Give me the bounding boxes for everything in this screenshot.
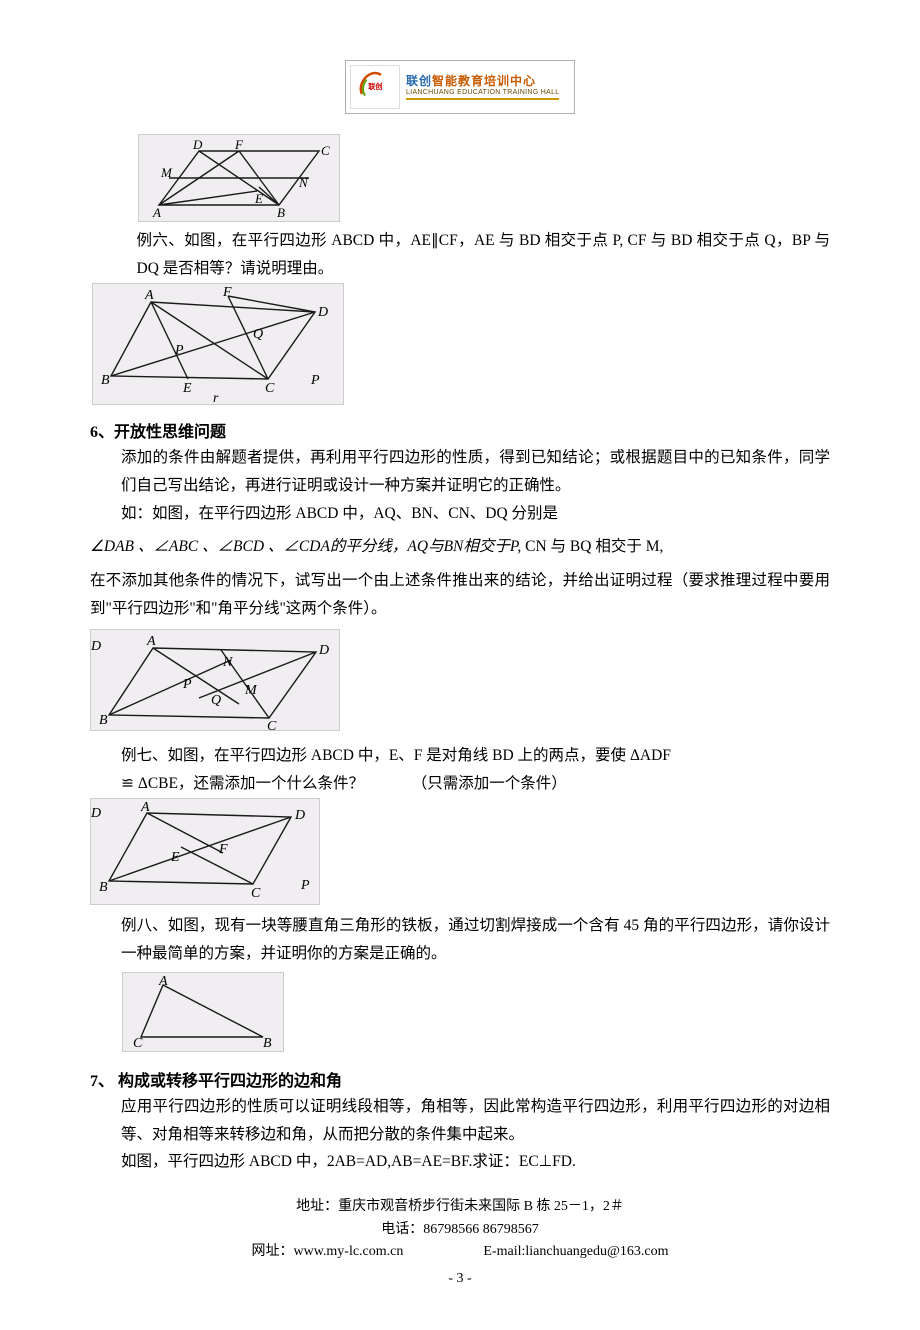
- document-page: 联创 联创智能教育培训中心 LIANCHUANG EDUCATION TRAIN…: [0, 0, 920, 1330]
- svg-text:P: P: [300, 878, 310, 893]
- svg-text:A: A: [146, 634, 156, 649]
- figure3-wrap: A B C D D P Q M N: [90, 629, 830, 736]
- svg-text:C: C: [251, 886, 261, 901]
- footer-tel: 电话：86798566 86798567: [90, 1219, 830, 1241]
- section7-line1: 应用平行四边形的性质可以证明线段相等，角相等，因此常构造平行四边形，利用平行四边…: [90, 1093, 830, 1149]
- svg-text:A: A: [152, 205, 161, 220]
- svg-text:B: B: [277, 205, 285, 220]
- svg-text:P: P: [174, 343, 184, 358]
- svg-text:C: C: [133, 1036, 143, 1051]
- svg-text:E: E: [254, 191, 263, 206]
- svg-text:P: P: [310, 373, 320, 388]
- svg-text:A: A: [144, 288, 154, 303]
- figure5: A B C: [122, 972, 284, 1052]
- logo-en: LIANCHUANG EDUCATION TRAINING HALL: [406, 89, 559, 100]
- svg-text:B: B: [263, 1036, 272, 1051]
- ex8-text: 例八、如图，现有一块等腰直角三角形的铁板，通过切割焊接成一个含有 45 角的平行…: [90, 912, 830, 968]
- ex7-text: 例七、如图，在平行四边形 ABCD 中，E、F 是对角线 BD 上的两点，要使 …: [90, 742, 830, 798]
- svg-text:D: D: [317, 305, 328, 320]
- svg-text:C: C: [321, 143, 330, 158]
- figure5-wrap: A B C: [90, 972, 830, 1057]
- ex7-math2: ≌ ΔCBE: [121, 775, 178, 792]
- section6-line1: 添加的条件由解题者提供，再利用平行四边形的性质，得到已知结论；或根据题目中的已知…: [90, 444, 830, 500]
- svg-text:A: A: [140, 800, 150, 815]
- svg-text:F: F: [222, 285, 232, 300]
- svg-text:N: N: [222, 655, 233, 670]
- svg-text:C: C: [267, 719, 277, 730]
- svg-text:D: D: [91, 639, 101, 654]
- svg-text:E: E: [182, 381, 192, 396]
- svg-text:P: P: [182, 677, 192, 692]
- footer: 地址：重庆市观音桥步行街未来国际 B 栋 25－1，2＃ 电话：86798566…: [90, 1196, 830, 1290]
- figure2: A B C D E F P Q r P: [92, 283, 344, 405]
- figure2-wrap: A B C D E F P Q r P: [92, 283, 830, 410]
- ex7-line1b: ，还需添加一个什么条件？: [178, 775, 364, 792]
- svg-text:M: M: [244, 683, 258, 698]
- header-logo: 联创 联创智能教育培训中心 LIANCHUANG EDUCATION TRAIN…: [345, 60, 575, 114]
- svg-text:D: D: [294, 808, 305, 823]
- svg-text:F: F: [234, 137, 244, 152]
- svg-text:A: A: [158, 974, 168, 989]
- logo-rest-zh: 智能教育培训中心: [432, 74, 536, 88]
- footer-web: 网址：www.my-lc.com.cn: [251, 1241, 403, 1263]
- figure3: A B C D D P Q M N: [90, 629, 340, 731]
- svg-text:B: B: [99, 713, 108, 728]
- svg-text:B: B: [101, 373, 110, 388]
- logo-brand-zh: 联创: [406, 74, 432, 88]
- ex7-math1: ΔADF: [630, 747, 671, 764]
- svg-text:C: C: [265, 381, 275, 396]
- ex7-line1a: 例七、如图，在平行四边形 ABCD 中，E、F 是对角线 BD 上的两点，要使: [121, 747, 630, 764]
- svg-text:联创: 联创: [368, 82, 382, 91]
- ex6-text: 例六、如图，在平行四边形 ABCD 中，AE∥CF，AE 与 BD 相交于点 P…: [90, 227, 830, 283]
- section6-line3: 在不添加其他条件的情况下，试写出一个由上述条件推出来的结论，并给出证明过程（要求…: [90, 567, 830, 623]
- section6-heading: 6、开放性思维问题: [90, 418, 830, 442]
- svg-text:M: M: [160, 165, 173, 180]
- section7-heading: 7、 构成或转移平行四边形的边和角: [90, 1067, 830, 1091]
- section6-math-tail: CN 与 BQ 相交于 M,: [525, 538, 663, 555]
- svg-text:D: D: [192, 137, 203, 152]
- section6-math-expr: ∠DAB 、∠ABC 、∠BCD 、∠CDA的平分线，AQ与BN相交于P,: [90, 538, 521, 555]
- page-number: - 3 -: [90, 1268, 830, 1290]
- figure4: A B C D D E F P: [90, 798, 320, 905]
- section6-math: ∠DAB 、∠ABC 、∠BCD 、∠CDA的平分线，AQ与BN相交于P, CN…: [90, 533, 830, 561]
- footer-address: 地址：重庆市观音桥步行街未来国际 B 栋 25－1，2＃: [90, 1196, 830, 1218]
- svg-text:D: D: [318, 643, 329, 658]
- svg-text:D: D: [91, 806, 101, 821]
- logo-mark: 联创: [350, 65, 400, 109]
- svg-text:B: B: [99, 880, 108, 895]
- logo-text: 联创智能教育培训中心 LIANCHUANG EDUCATION TRAINING…: [406, 74, 559, 100]
- footer-email: E-mail:lianchuangedu@163.com: [483, 1241, 668, 1263]
- svg-text:Q: Q: [211, 693, 221, 708]
- svg-text:r: r: [213, 391, 219, 404]
- figure1-wrap: A B C D E F M N: [90, 134, 830, 227]
- section6-line2: 如：如图，在平行四边形 ABCD 中，AQ、BN、CN、DQ 分别是: [90, 500, 830, 528]
- svg-text:E: E: [170, 850, 180, 865]
- ex7-line1c: （只需添加一个条件）: [412, 775, 567, 792]
- figure1: A B C D E F M N: [138, 134, 340, 222]
- section7-line2: 如图，平行四边形 ABCD 中，2AB=AD,AB=AE=BF.求证：EC⊥FD…: [90, 1148, 830, 1176]
- svg-text:N: N: [298, 175, 309, 190]
- figure4-wrap: A B C D D E F P: [90, 798, 830, 910]
- svg-text:Q: Q: [253, 327, 263, 342]
- svg-text:F: F: [218, 842, 228, 857]
- logo-swoosh-icon: 联创: [357, 70, 389, 102]
